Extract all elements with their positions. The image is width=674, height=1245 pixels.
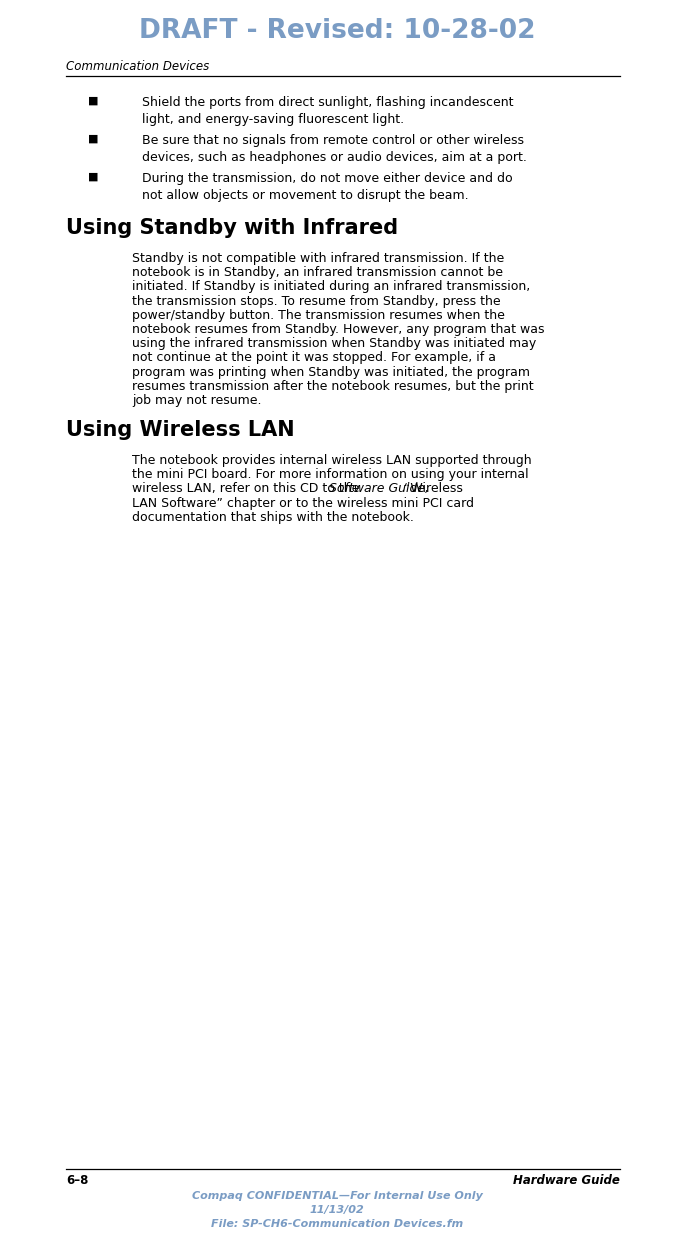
Text: During the transmission, do not move either device and do
not allow objects or m: During the transmission, do not move eit… (142, 172, 512, 202)
Text: 6–8: 6–8 (66, 1174, 88, 1186)
Text: the mini PCI board. For more information on using your internal: the mini PCI board. For more information… (132, 468, 528, 482)
Text: power/standby button. The transmission resumes when the: power/standby button. The transmission r… (132, 309, 505, 321)
Text: 11/13/02: 11/13/02 (309, 1205, 365, 1215)
Text: DRAFT - Revised: 10-28-02: DRAFT - Revised: 10-28-02 (139, 17, 535, 44)
Text: initiated. If Standby is initiated during an infrared transmission,: initiated. If Standby is initiated durin… (132, 280, 530, 294)
Text: Communication Devices: Communication Devices (66, 60, 210, 73)
Text: the transmission stops. To resume from Standby, press the: the transmission stops. To resume from S… (132, 295, 501, 308)
Text: Hardware Guide: Hardware Guide (513, 1174, 620, 1186)
Text: Shield the ports from direct sunlight, flashing incandescent
light, and energy-s: Shield the ports from direct sunlight, f… (142, 96, 513, 126)
Text: documentation that ships with the notebook.: documentation that ships with the notebo… (132, 510, 414, 524)
Text: Be sure that no signals from remote control or other wireless
devices, such as h: Be sure that no signals from remote cont… (142, 134, 526, 164)
Text: File: SP-CH6-Communication Devices.fm: File: SP-CH6-Communication Devices.fm (211, 1219, 463, 1229)
Text: not continue at the point it was stopped. For example, if a: not continue at the point it was stopped… (132, 351, 496, 365)
Text: notebook resumes from Standby. However, any program that was: notebook resumes from Standby. However, … (132, 322, 545, 336)
Text: program was printing when Standby was initiated, the program: program was printing when Standby was in… (132, 366, 530, 378)
Text: Using Wireless LAN: Using Wireless LAN (66, 420, 295, 439)
Text: The notebook provides internal wireless LAN supported through: The notebook provides internal wireless … (132, 454, 532, 467)
Text: Compaq CONFIDENTIAL—For Internal Use Only: Compaq CONFIDENTIAL—For Internal Use Onl… (191, 1191, 483, 1201)
Text: “Wireless: “Wireless (400, 482, 463, 496)
Text: notebook is in Standby, an infrared transmission cannot be: notebook is in Standby, an infrared tran… (132, 266, 503, 279)
Text: ■: ■ (88, 172, 98, 182)
Text: Using Standby with Infrared: Using Standby with Infrared (66, 218, 398, 238)
Text: Software Guide,: Software Guide, (329, 482, 429, 496)
Text: Standby is not compatible with infrared transmission. If the: Standby is not compatible with infrared … (132, 251, 504, 265)
Text: ■: ■ (88, 96, 98, 106)
Text: ■: ■ (88, 134, 98, 144)
Text: job may not resume.: job may not resume. (132, 393, 262, 407)
Text: using the infrared transmission when Standby was initiated may: using the infrared transmission when Sta… (132, 337, 537, 350)
Text: wireless LAN, refer on this CD to the: wireless LAN, refer on this CD to the (132, 482, 363, 496)
Text: resumes transmission after the notebook resumes, but the print: resumes transmission after the notebook … (132, 380, 534, 393)
Text: LAN Software” chapter or to the wireless mini PCI card: LAN Software” chapter or to the wireless… (132, 497, 474, 509)
